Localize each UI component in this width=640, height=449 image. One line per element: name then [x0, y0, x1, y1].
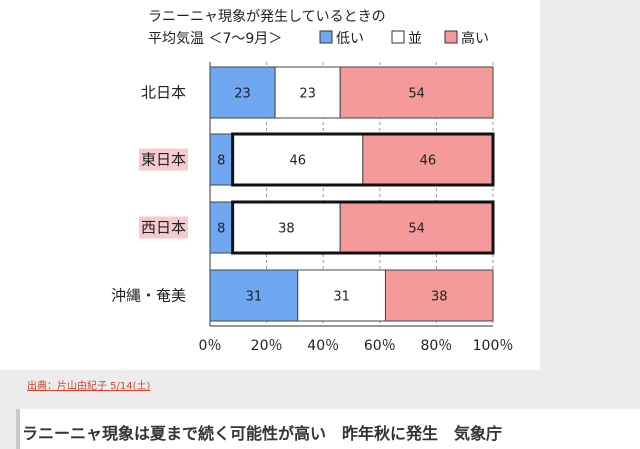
bar-value-3-1: 8 — [217, 222, 225, 237]
legend-swatch-3 — [444, 30, 458, 44]
legend-swatch-2 — [391, 30, 405, 44]
category-label-2: 東日本 — [141, 151, 186, 169]
legend-label-3: 高い — [461, 30, 489, 47]
bar-value-4-3: 38 — [431, 290, 448, 305]
x-tick-label-3: 40％ — [307, 338, 339, 354]
bar-3-2 — [232, 201, 341, 254]
bar-value-1-2: 23 — [299, 87, 316, 102]
category-label-3: 西日本 — [141, 219, 186, 237]
bar-value-2-3: 46 — [420, 154, 437, 169]
bar-value-1-1: 23 — [234, 87, 251, 102]
bar-1-3 — [339, 66, 494, 119]
chart-panel: ラニーニャ現象が発生しているときの 平均気温 ＜7〜9月＞ 低い 並 高い北日本東日本西… — [0, 0, 540, 370]
bold-outline-2 — [231, 200, 495, 255]
legend-label-2: 並 — [408, 31, 422, 47]
bold-outline-1 — [231, 132, 495, 187]
x-tick-label-1: 0％ — [199, 338, 222, 354]
chart-title-line-1: ラニーニャ現象が発生しているときの — [148, 9, 386, 25]
x-tick-label-4: 60％ — [364, 338, 396, 354]
bar-1-1 — [209, 66, 276, 119]
bar-2-3 — [362, 133, 494, 186]
bar-value-1-3: 54 — [408, 87, 425, 102]
category-label-1: 北日本 — [141, 84, 186, 102]
article-title[interactable]: ラニーニャ現象は夏まで続く可能性が高い 昨年秋に発生 気象庁 — [22, 424, 503, 443]
bar-value-3-2: 38 — [278, 222, 295, 237]
category-highlight-3 — [139, 216, 188, 239]
x-tick-label-6: 100％ — [473, 338, 514, 354]
x-tick-label-2: 20％ — [251, 338, 283, 354]
bar-4-1 — [209, 269, 299, 322]
article-card[interactable] — [16, 409, 640, 449]
legend-label-1: 低い — [336, 31, 364, 47]
category-label-4: 沖縄・奄美 — [111, 287, 186, 305]
source-link[interactable]: 出典：片山由紀子 5/14(土) — [27, 381, 151, 392]
bar-value-3-3: 54 — [408, 222, 425, 237]
legend-swatch-1 — [319, 30, 333, 44]
bar-4-2 — [297, 269, 386, 322]
bar-4-3 — [384, 269, 494, 322]
chart-title-line-2: 平均気温 ＜7〜9月＞ — [148, 31, 282, 47]
category-highlight-2 — [139, 148, 188, 171]
bar-value-2-1: 8 — [217, 154, 225, 169]
bar-value-4-2: 31 — [333, 290, 350, 305]
x-tick-label-5: 80％ — [420, 338, 452, 354]
bar-value-4-1: 31 — [246, 290, 263, 305]
bar-value-2-2: 46 — [289, 154, 306, 169]
